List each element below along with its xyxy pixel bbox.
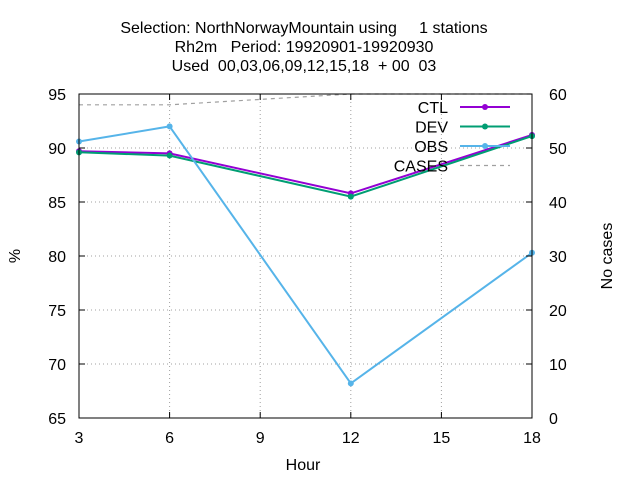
plot-frame [78, 93, 533, 419]
legend: CTL DEV OBS CASES [394, 100, 510, 176]
series-cases [79, 93, 532, 106]
y2-tick-label: 50 [549, 141, 567, 158]
legend-entry-cases: CASES [394, 159, 510, 176]
x-tick-label: 3 [75, 430, 84, 447]
title-line-1: Selection: NorthNorwayMountain using 1 s… [120, 20, 487, 37]
y2-tick-label: 0 [549, 411, 558, 428]
series-dev [76, 133, 535, 200]
legend-entry-dev: DEV [415, 120, 510, 137]
chart-title: Selection: NorthNorwayMountain using 1 s… [120, 20, 487, 75]
title-line-2: Rh2m Period: 19920901-19920930 [175, 39, 434, 56]
series-line-dev [78, 135, 533, 198]
y2-tick-label: 60 [549, 87, 567, 104]
x-tick-label: 18 [523, 430, 541, 447]
y-tick-label: 95 [48, 87, 66, 104]
y-axis-label: % [7, 249, 24, 263]
x-tick-label: 12 [342, 430, 360, 447]
legend-label-ctl: CTL [418, 100, 448, 117]
series-layer [76, 93, 535, 387]
legend-label-cases: CASES [394, 159, 448, 176]
grid [79, 94, 532, 418]
y-tick-label: 90 [48, 141, 66, 158]
x-tick-label: 6 [165, 430, 174, 447]
y2-tick-label: 20 [549, 303, 567, 320]
series-obs [76, 123, 535, 387]
x-tick-label: 15 [433, 430, 451, 447]
legend-label-dev: DEV [415, 120, 448, 137]
legend-marker-obs [482, 143, 488, 149]
legend-label-obs: OBS [414, 139, 448, 156]
series-line-obs [78, 125, 533, 385]
legend-entry-ctl: CTL [418, 100, 510, 117]
series-point-dev [166, 152, 173, 159]
y-tick-label: 85 [48, 195, 66, 212]
series-point-dev [347, 193, 354, 200]
axis-ticks: 3 6 9 12 15 18 65 70 75 80 85 90 95 0 10 20 30 40 50 60 [48, 87, 567, 447]
series-line-ctl [78, 134, 533, 195]
y-tick-label: 65 [48, 411, 66, 428]
x-tick-label: 9 [256, 430, 265, 447]
series-point-obs [347, 380, 354, 387]
y-tick-label: 70 [48, 357, 66, 374]
title-line-3: Used 00,03,06,09,12,15,18 + 00 03 [172, 58, 437, 75]
y2-tick-label: 30 [549, 249, 567, 266]
legend-marker-dev [482, 123, 488, 130]
y2-axis-label: No cases [599, 223, 616, 290]
y2-tick-label: 10 [549, 357, 567, 374]
y2-tick-label: 40 [549, 195, 567, 212]
y-tick-label: 80 [48, 249, 66, 266]
y-tick-label: 75 [48, 303, 66, 320]
legend-marker-ctl [482, 104, 488, 110]
x-axis-label: Hour [286, 457, 321, 474]
series-line-cases [79, 93, 532, 106]
series-point-obs [166, 123, 173, 130]
legend-entry-obs: OBS [414, 139, 510, 156]
